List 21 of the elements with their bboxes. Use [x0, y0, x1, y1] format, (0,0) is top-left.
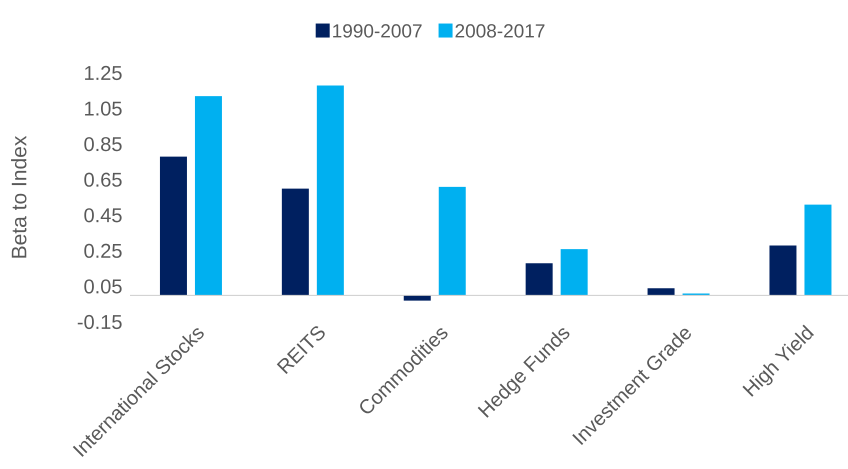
- bar: [438, 186, 466, 296]
- bar: [194, 96, 222, 296]
- bar: [316, 85, 344, 296]
- y-tick-label: 0.25: [84, 244, 122, 258]
- legend-label: 1990-2007: [333, 24, 422, 38]
- y-tick-label: 0.05: [84, 279, 122, 294]
- legend-label: 2008-2017: [456, 24, 544, 38]
- y-tick-label: 0.65: [84, 172, 122, 187]
- bar: [804, 204, 832, 296]
- bar: [769, 246, 796, 296]
- y-tick-label: 0.85: [84, 137, 122, 152]
- bar: [648, 288, 675, 296]
- bar: [560, 249, 588, 296]
- y-tick-label: 1.25: [85, 66, 122, 80]
- bar: [282, 188, 309, 296]
- bar: [526, 263, 553, 296]
- y-axis-title: Beta to Index: [11, 136, 26, 258]
- y-tick-label: 1.05: [85, 101, 122, 116]
- y-tick-label: 0.45: [84, 208, 122, 222]
- y-tick-label: -0.15: [78, 314, 122, 330]
- bar: [160, 156, 187, 296]
